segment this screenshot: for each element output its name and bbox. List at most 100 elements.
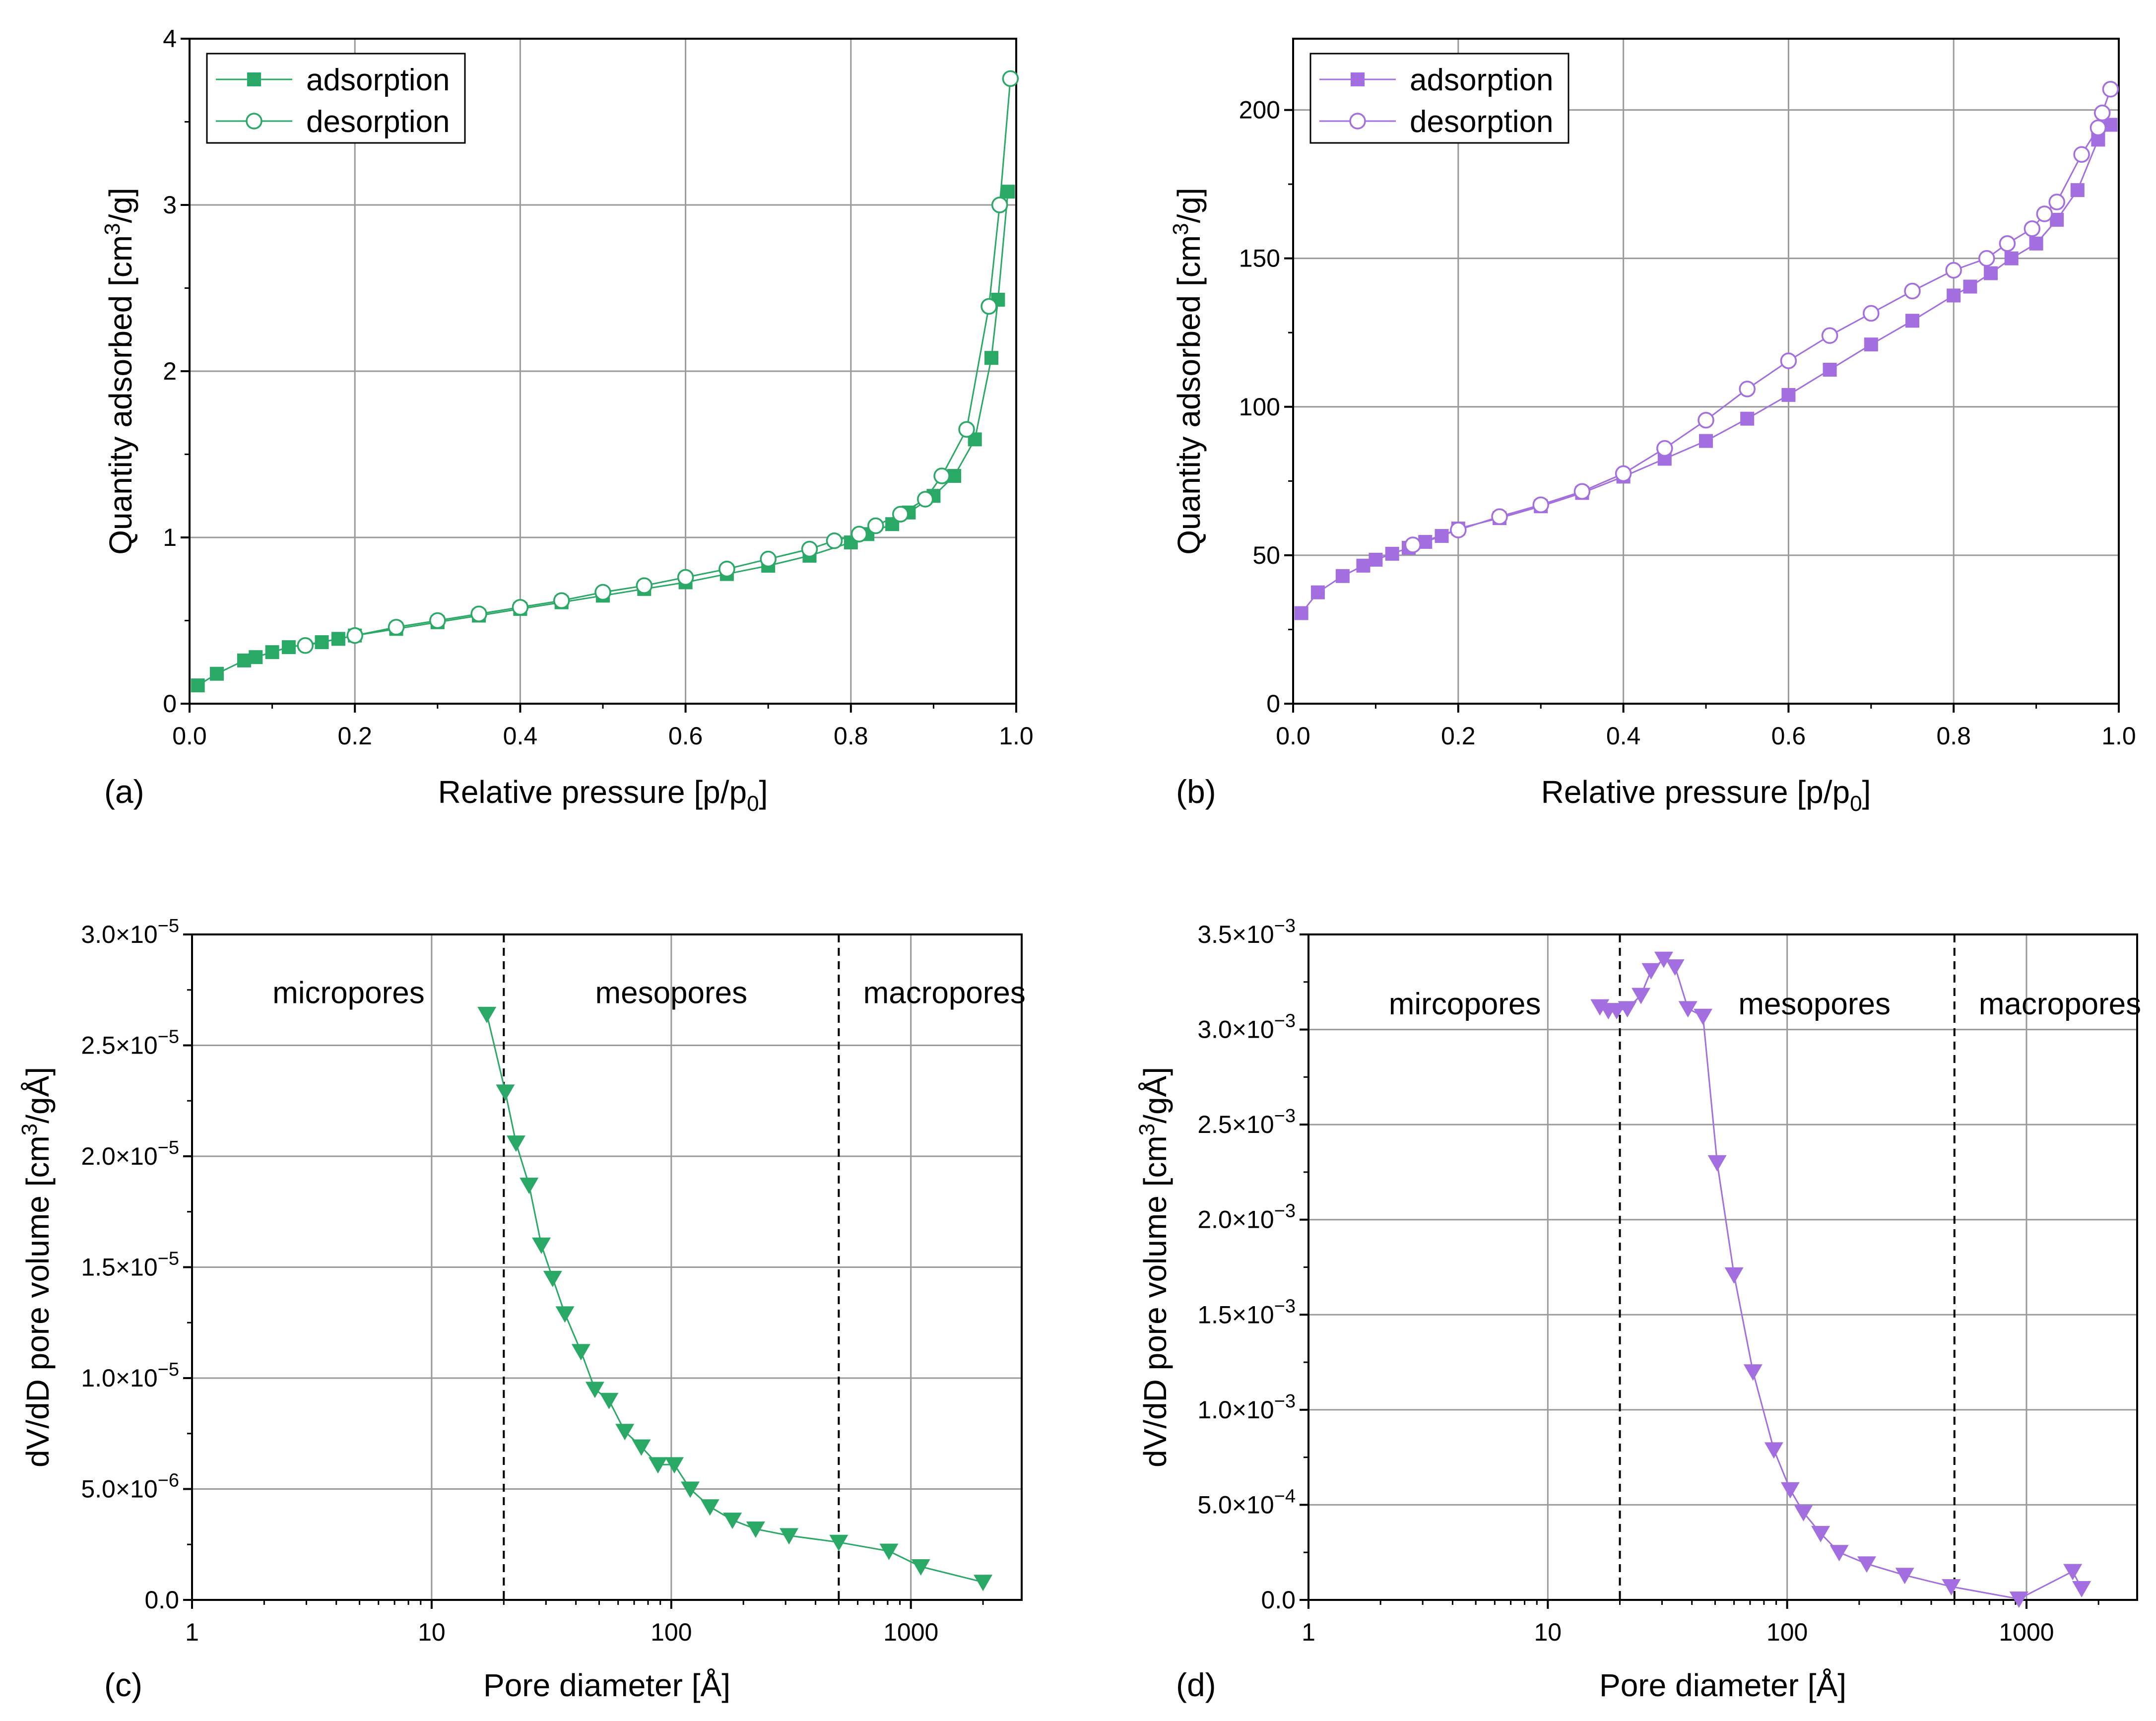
region-label: mircopores [1389,987,1541,1021]
x-tick-label: 1 [185,1618,199,1646]
data-point-circle [677,569,694,586]
data-point-square [1947,288,1961,303]
x-axis-title-text: Pore diameter [Å] [483,1667,730,1703]
x-tick-label: 0.8 [834,722,868,750]
data-point-triangle [746,1521,765,1538]
data-point-square [1781,388,1796,402]
data-point-circle [512,598,529,616]
x-tick-label: 100 [651,1618,692,1646]
data-point-triangle [585,1382,604,1398]
data-point-circle [1349,113,1366,130]
data-point-square [1984,266,1998,280]
y-tick-label: 3.0×10−3 [1197,1011,1296,1044]
data-point-circle [916,491,934,508]
data-point-triangle [1654,951,1673,968]
y-tick-mantissa: 0.0 [144,1586,179,1614]
data-point-circle [1532,496,1549,513]
panel-letter: (c) [104,1666,142,1703]
data-point-square [265,645,279,660]
y-tick-label: 0.0 [1261,1586,1296,1614]
panel-letter: (d) [1176,1666,1216,1703]
data-point-triangle [2009,1591,2028,1608]
data-point-square [2029,236,2043,251]
data-point-square [247,72,261,86]
gridlines [192,934,1022,1600]
data-point-circle [1573,483,1591,500]
y-tick-exponent: −3 [1274,1201,1296,1222]
data-point-circle [470,605,487,622]
region-label: macropores [1979,987,2141,1021]
x-tick-label: 1.0 [2101,722,2136,750]
y-tick-mantissa: 1.5×10 [1197,1301,1274,1328]
data-point-square [1963,279,1977,294]
data-point-circle [2024,220,2041,237]
data-point-triangle [532,1237,551,1254]
gridlines [190,39,1016,704]
panel-letter: (a) [104,773,144,810]
y-tick-mantissa: 5.0×10 [1197,1491,1274,1519]
data-point-triangle [1811,1525,1830,1542]
y-axis-title: dV/dD pore volume [cm3/gÅ] [1135,1067,1173,1467]
y-tick-exponent: −6 [158,1470,179,1491]
x-tick-label: 0.0 [1276,722,1310,750]
x-tick-label: 0.8 [1936,722,1971,750]
y-tick-label: 0 [163,690,177,718]
data-point-circle [2102,80,2119,98]
data-point-triangle [974,1575,993,1591]
data-point-circle [1698,411,1714,429]
data-point-circle [594,584,611,601]
legend: adsorption desorption [206,53,466,144]
x-axis-title-text: Relative pressure [p/p [1541,774,1850,810]
y-tick-exponent: −5 [158,1249,179,1269]
y-axis-title-text: dV/dD pore volume [cm [20,1135,56,1467]
data-point-triangle [648,1457,667,1474]
data-point-triangle [723,1513,742,1529]
y-axis-title-tail: /gÅ] [1137,1067,1173,1124]
x-tick-label: 0.6 [1771,722,1806,750]
x-axis-title-tail: ] [759,774,768,810]
data-point-circle [1863,305,1880,322]
data-point-triangle [1780,1482,1800,1499]
data-point-circle [991,197,1008,213]
y-axis-title-tail: /g] [1171,188,1207,223]
data-point-circle [246,113,262,130]
y-tick-label: 200 [1239,96,1280,124]
data-point-circle [553,592,570,609]
data-point-circle [388,619,405,636]
y-axis-title-superscript: 3 [17,1124,42,1135]
y-tick-label: 50 [1252,541,1280,569]
data-point-circle [1615,465,1632,482]
y-tick-label: 2.5×10−3 [1197,1106,1296,1138]
data-point-triangle [1641,963,1661,980]
data-point-triangle [1764,1442,1783,1459]
data-point-circle [801,540,818,558]
y-tick-label: 3 [163,191,177,219]
data-point-square [2004,251,2019,265]
data-point-circle [1450,522,1467,538]
y-tick-exponent: −4 [1274,1486,1296,1507]
data-point-triangle [1632,988,1651,1004]
x-axis-title-tail: ] [1862,774,1871,810]
y-tick-mantissa: 1.5×10 [81,1254,157,1281]
data-point-square [191,678,205,693]
x-tick-label: 0.4 [1606,722,1641,750]
y-tick-label: 150 [1239,245,1280,272]
x-axis-title: Pore diameter [Å] [483,1667,730,1703]
data-point-circle [1945,262,1962,279]
y-tick-label: 4 [163,25,177,53]
data-point-circle [1999,235,2016,252]
data-point-square [1864,337,1878,352]
x-tick-label: 0.2 [337,722,372,750]
y-axis-title-superscript: 3 [1135,1124,1159,1135]
data-point-circle [1002,70,1019,87]
data-point-square [1310,585,1325,599]
data-point-triangle [1707,1155,1727,1172]
y-axis-title-text: Quantity adsorbed [cm [103,235,138,555]
data-point-triangle [1829,1545,1849,1562]
data-point-triangle [506,1135,525,1152]
y-tick-label: 1.5×10−3 [1197,1296,1296,1328]
y-axis-title: Quantity adsorbed [cm3/g] [1169,188,1207,555]
data-point-square [1369,552,1383,567]
data-point-circle [1656,440,1673,457]
data-point-circle [892,506,909,523]
